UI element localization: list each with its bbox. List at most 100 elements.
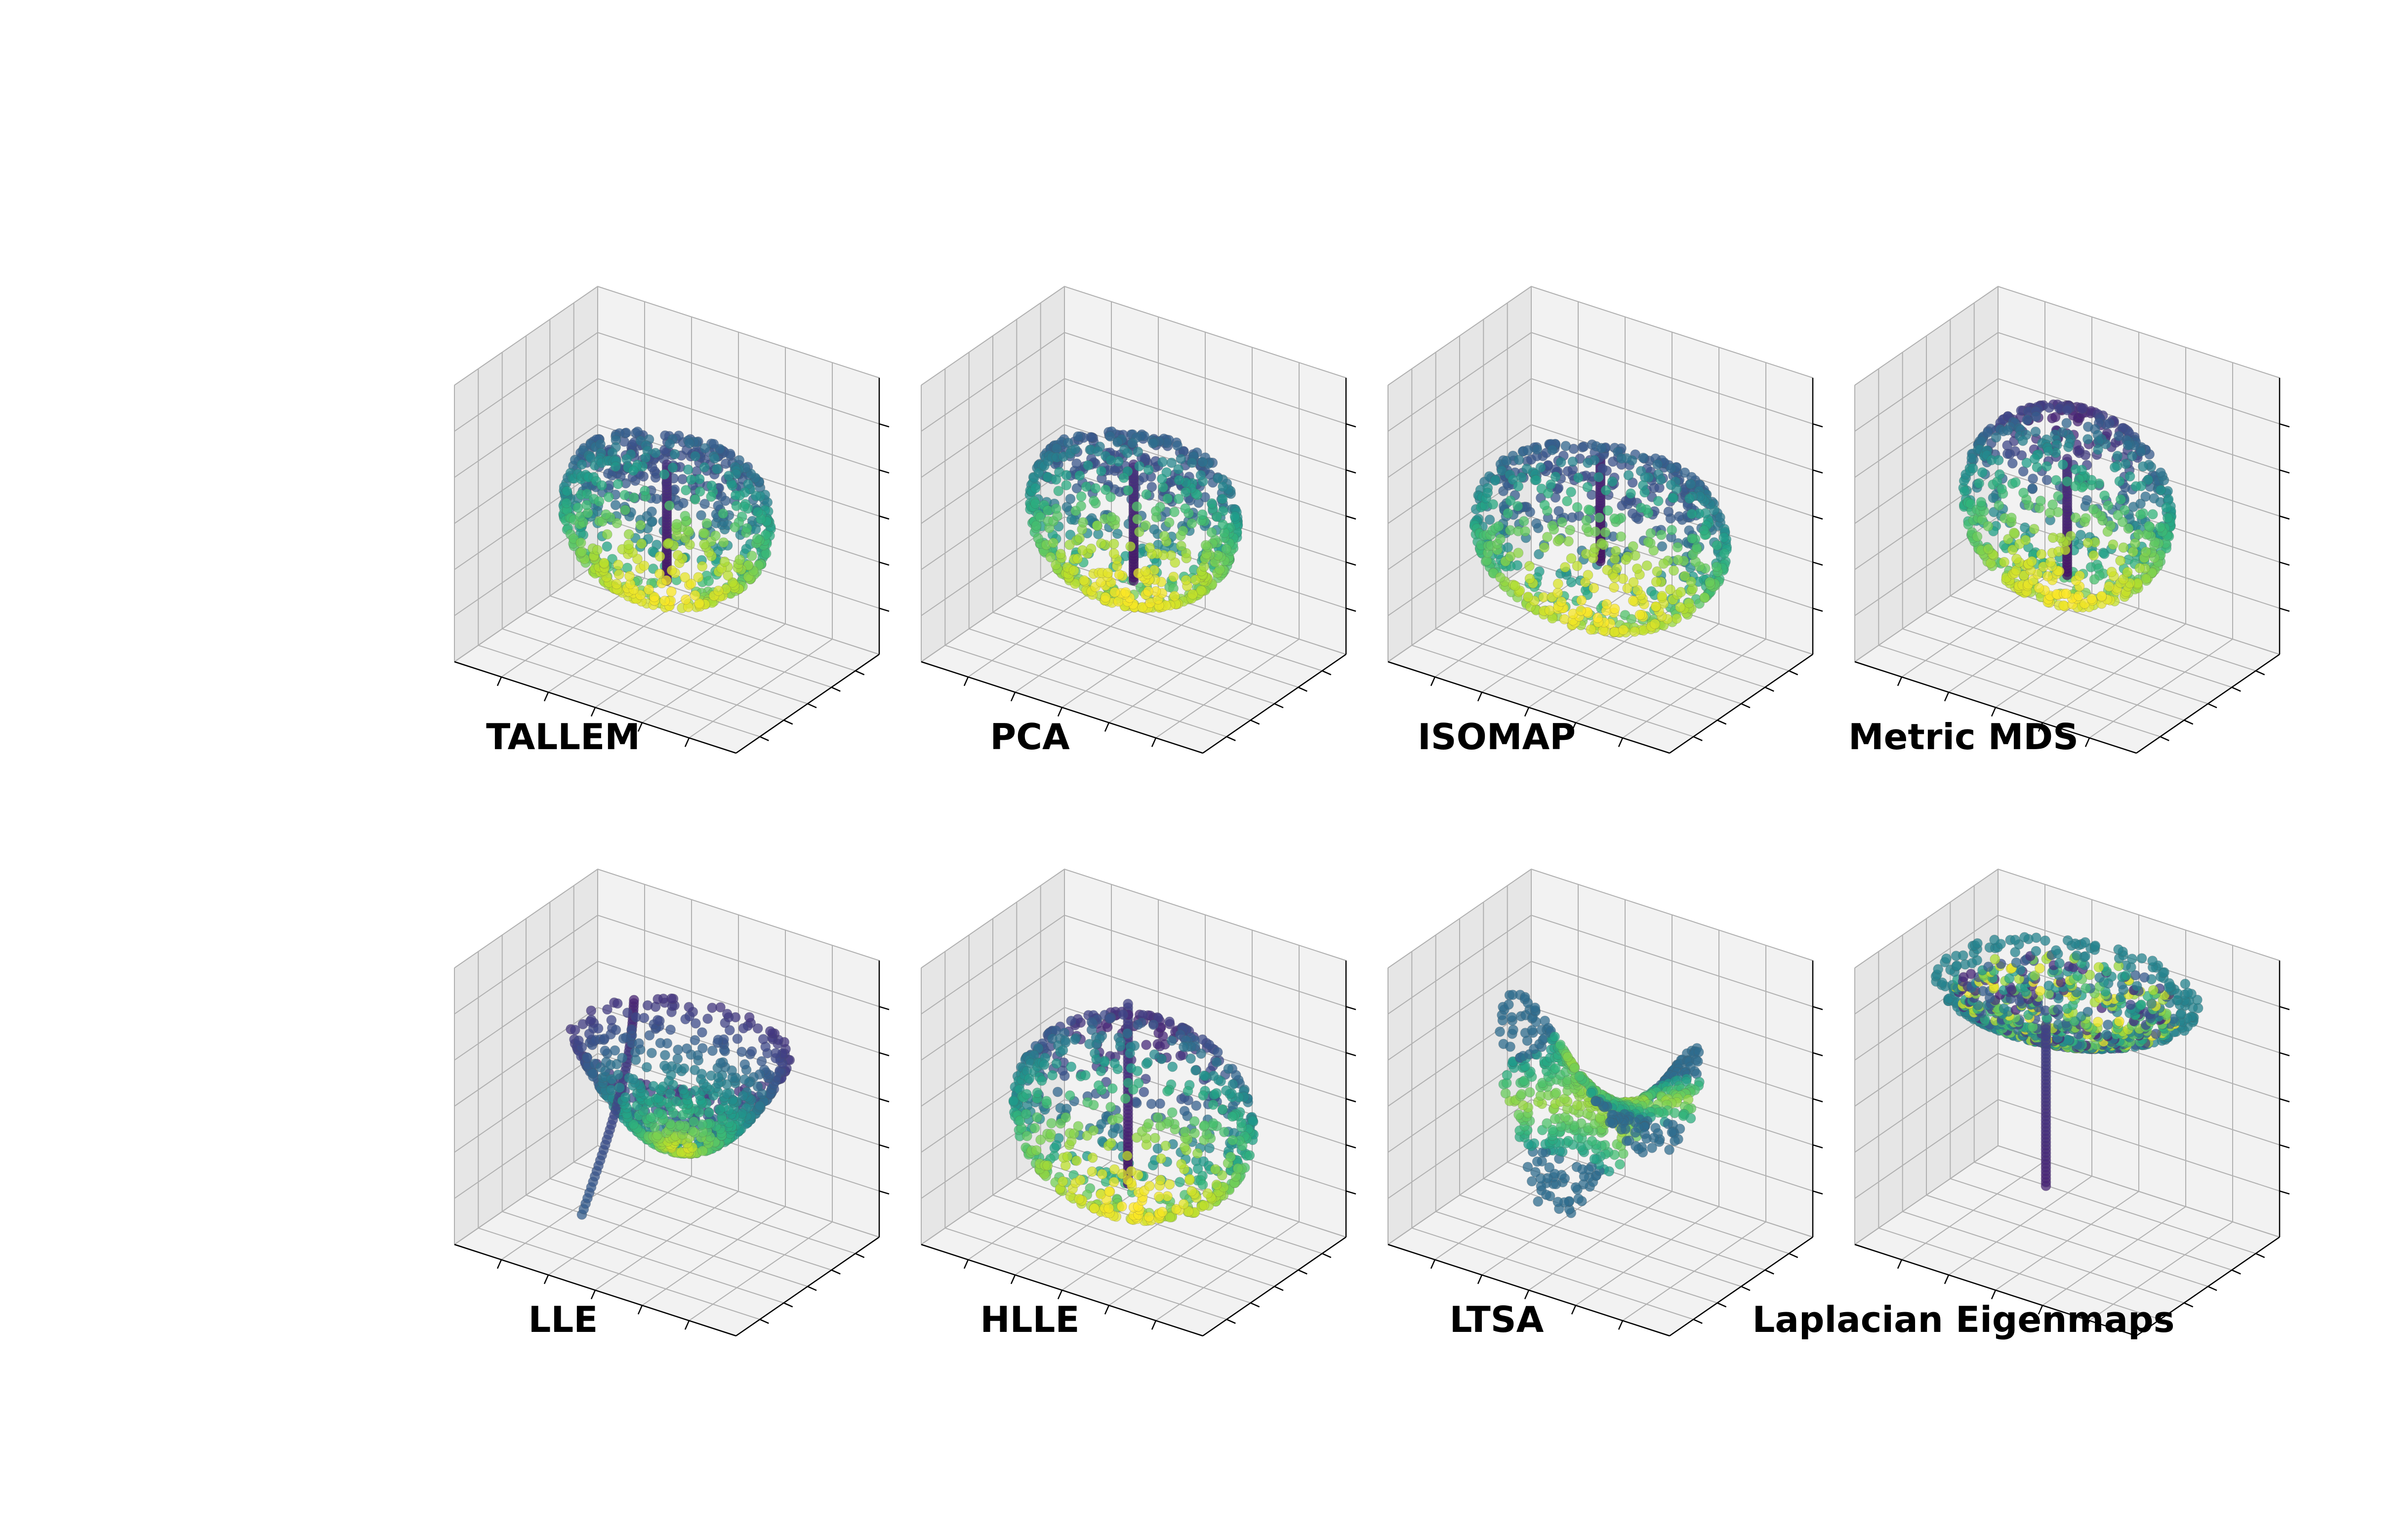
scatter-point bbox=[1189, 1116, 1200, 1126]
scatter-point bbox=[2093, 444, 2103, 455]
scatter-point bbox=[639, 1012, 650, 1023]
gridline bbox=[1064, 286, 1347, 378]
scatter-point bbox=[1977, 467, 1988, 478]
x-tick bbox=[684, 1320, 690, 1330]
scatter-point bbox=[1117, 1168, 1127, 1179]
scatter-point bbox=[730, 522, 740, 532]
scatter-point bbox=[1712, 540, 1722, 551]
scatter-point bbox=[1490, 475, 1501, 486]
x-tick bbox=[1524, 707, 1530, 717]
scatter-point bbox=[2002, 425, 2013, 436]
scatter-point bbox=[2141, 573, 2151, 584]
scatter-point bbox=[1967, 463, 1978, 474]
scatter-point bbox=[1516, 472, 1527, 482]
scatter-point bbox=[1221, 1085, 1231, 1096]
scatter-point bbox=[1122, 1151, 1133, 1161]
scatter-point bbox=[623, 539, 634, 550]
scatter-point bbox=[1679, 571, 1690, 581]
x-tick bbox=[590, 1289, 596, 1300]
x-tick bbox=[1057, 1289, 1063, 1300]
scatter-point bbox=[751, 490, 761, 501]
scatter-point bbox=[1104, 1013, 1115, 1024]
scatter-point bbox=[1116, 1201, 1127, 1212]
scatter-point bbox=[1627, 508, 1638, 519]
scatter-point bbox=[1021, 1130, 1032, 1141]
scatter-point bbox=[1560, 441, 1571, 451]
scatter-point bbox=[1061, 480, 1072, 490]
scatter-point bbox=[635, 520, 646, 530]
scatter-point bbox=[1505, 495, 1516, 506]
scatter-point bbox=[1684, 598, 1694, 608]
scatter-point bbox=[623, 529, 634, 540]
scatter-point bbox=[581, 500, 592, 511]
scatter-point bbox=[1058, 1176, 1068, 1187]
z-tick bbox=[879, 423, 890, 428]
scatter-point bbox=[2029, 523, 2040, 534]
scatter-point bbox=[1484, 515, 1495, 525]
scatter-point bbox=[1174, 475, 1184, 485]
scatter-point bbox=[2122, 440, 2133, 450]
scatter-point bbox=[1583, 504, 1594, 515]
scatter-point bbox=[1482, 487, 1493, 498]
scatter-point bbox=[1104, 1186, 1115, 1197]
scatter-point bbox=[683, 464, 694, 475]
scatter-point bbox=[1132, 514, 1143, 524]
y-tick bbox=[1274, 1285, 1284, 1291]
scatter-point bbox=[1024, 1074, 1035, 1084]
scatter-point bbox=[1097, 1169, 1107, 1179]
z-tick bbox=[1812, 561, 1823, 566]
scatter-point bbox=[612, 518, 622, 528]
subplot-title: TALLEM bbox=[486, 716, 640, 758]
y-tick bbox=[1250, 720, 1260, 725]
scatter-point bbox=[1181, 548, 1191, 559]
scatter-point bbox=[1512, 501, 1523, 512]
scatter-point bbox=[1589, 1154, 1600, 1164]
scatter-point bbox=[1666, 480, 1676, 490]
scatter-point bbox=[1989, 507, 1999, 518]
scatter-point bbox=[1122, 447, 1133, 458]
scatter-point bbox=[1035, 512, 1046, 522]
scatter-point bbox=[1217, 1170, 1227, 1181]
subplot-title: PCA bbox=[990, 716, 1070, 758]
gridline bbox=[1854, 286, 1999, 386]
scatter-point bbox=[610, 500, 621, 510]
scatter-point bbox=[1197, 1179, 1208, 1190]
y-tick bbox=[783, 1302, 793, 1308]
x-tick bbox=[1618, 737, 1624, 747]
scatter-point bbox=[701, 518, 712, 529]
scatter-point bbox=[746, 1046, 757, 1057]
scatter-point bbox=[2047, 499, 2058, 510]
scatter-point bbox=[655, 1038, 666, 1048]
scatter-point bbox=[635, 590, 646, 601]
scatter-point bbox=[612, 1069, 623, 1080]
plot-area-pca bbox=[920, 285, 1356, 754]
scatter-point bbox=[1227, 1135, 1238, 1146]
scatter-point bbox=[1146, 1099, 1157, 1109]
gridline bbox=[921, 869, 1065, 968]
scatter-point bbox=[1503, 508, 1513, 519]
scatter-point bbox=[1091, 1054, 1102, 1065]
scatter-point bbox=[1066, 1061, 1077, 1072]
scatter-point bbox=[677, 474, 688, 484]
scatter-point bbox=[2006, 513, 2017, 523]
scatter-point bbox=[586, 1005, 597, 1016]
scatter-point bbox=[1169, 591, 1180, 602]
scatter-point bbox=[1031, 1145, 1042, 1156]
scatter-point bbox=[1066, 1015, 1076, 1026]
scatter-point bbox=[2135, 446, 2146, 457]
z-tick bbox=[879, 607, 890, 612]
scatter-point bbox=[1076, 491, 1087, 502]
scatter-point bbox=[2096, 591, 2107, 602]
scatter-point bbox=[1132, 501, 1142, 512]
scatter-point bbox=[2130, 538, 2140, 549]
scatter-point bbox=[732, 1034, 743, 1044]
subplot-title: Metric MDS bbox=[1848, 716, 2079, 758]
scatter-point bbox=[1206, 498, 1217, 509]
scatter-point bbox=[1227, 1111, 1238, 1122]
z-tick bbox=[1346, 607, 1356, 612]
scatter-point bbox=[678, 1084, 689, 1095]
scatter-point bbox=[1071, 458, 1082, 469]
scatter-point bbox=[1075, 1175, 1086, 1185]
scatter-point bbox=[1191, 1100, 1202, 1111]
gridline bbox=[1064, 915, 1347, 1007]
